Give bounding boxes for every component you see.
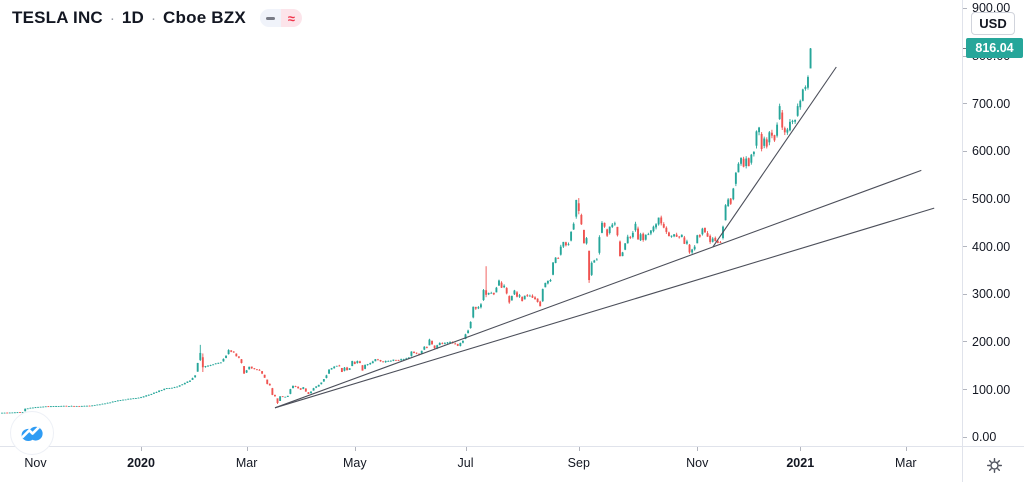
time-axis-tick — [578, 447, 580, 451]
time-axis-label: 2021 — [786, 456, 815, 470]
last-price-tick — [963, 47, 967, 49]
time-axis-tick — [354, 447, 356, 451]
time-axis-label: Mar — [895, 456, 917, 470]
price-axis-tick — [963, 55, 967, 57]
legend-separator: · — [109, 9, 115, 27]
price-axis-tick — [963, 436, 967, 438]
data-status-pills[interactable]: ≈ — [259, 9, 302, 27]
time-axis-label: Sep — [567, 456, 590, 470]
currency-toggle-button[interactable]: USD — [971, 12, 1015, 35]
price-axis-label: 300.00 — [972, 287, 1011, 302]
interval-label[interactable]: 1D — [121, 8, 145, 27]
price-axis-label: 100.00 — [972, 382, 1011, 397]
delayed-data-icon[interactable]: ≈ — [280, 9, 302, 27]
price-axis-tick — [963, 7, 967, 9]
time-axis-label: Nov — [24, 456, 47, 470]
price-axis-tick — [963, 341, 967, 343]
chart-legend: TESLA INC · 1D · Cboe BZX ≈ — [12, 8, 302, 28]
price-axis-label: 600.00 — [972, 144, 1011, 159]
time-axis-label: Mar — [235, 456, 258, 470]
tradingview-logo[interactable] — [10, 411, 54, 455]
time-axis-tick — [800, 447, 802, 451]
time-axis-label: Nov — [686, 456, 709, 470]
price-axis-tick — [963, 103, 967, 105]
time-axis-tick — [697, 447, 699, 451]
price-axis-label: 400.00 — [972, 239, 1011, 254]
price-axis-label: 200.00 — [972, 334, 1011, 349]
time-axis-label: 2020 — [127, 456, 155, 470]
time-scale[interactable]: Nov 2020 Mar May Jul Sep Nov 2021 Mar — [0, 446, 962, 482]
gear-icon[interactable] — [986, 457, 1003, 474]
price-axis-tick — [963, 246, 967, 248]
symbol-title[interactable]: TESLA INC — [12, 8, 103, 27]
price-axis-label: 900.00 — [972, 1, 1011, 16]
data-gap-pill[interactable] — [259, 9, 281, 27]
price-scale[interactable]: USD 816.04 0.00 100.00 200.00 300.00 400.00 5… — [962, 0, 1024, 446]
dash-icon — [265, 16, 275, 20]
time-axis-tick — [465, 447, 467, 451]
scale-settings-cell[interactable] — [962, 446, 1024, 482]
price-axis-tick — [963, 198, 967, 200]
price-axis-tick — [963, 150, 967, 152]
time-axis-label: Jul — [457, 456, 474, 470]
legend-separator: · — [151, 9, 157, 27]
price-axis-tick — [963, 389, 967, 391]
last-price-badge: 816.04 — [966, 38, 1023, 59]
price-axis-label: 500.00 — [972, 192, 1011, 207]
price-axis-label: 700.00 — [972, 96, 1011, 111]
trendline-drawings[interactable] — [274, 66, 935, 409]
time-axis-label: May — [342, 456, 367, 470]
time-axis-tick — [246, 447, 248, 451]
price-axis-tick — [963, 293, 967, 295]
price-chart-pane[interactable] — [0, 0, 962, 446]
time-axis-tick — [905, 447, 907, 451]
time-axis-tick — [141, 447, 143, 451]
price-axis-label: 0.00 — [972, 430, 997, 445]
tradingview-cloud-icon — [21, 426, 43, 442]
exchange-label[interactable]: Cboe BZX — [163, 8, 246, 27]
